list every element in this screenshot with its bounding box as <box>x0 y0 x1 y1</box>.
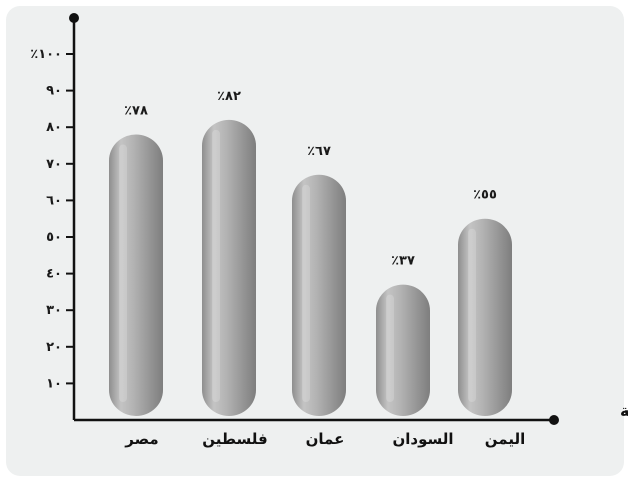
bar <box>202 119 256 416</box>
category-label: اليمن <box>485 430 525 448</box>
y-tick-label: ٩٠ <box>46 84 62 99</box>
bar-highlight <box>119 144 127 402</box>
bars-group <box>109 119 512 416</box>
bar-highlight <box>386 294 394 402</box>
bar-value-label: ٪٧٨ <box>124 104 148 119</box>
category-label: السودان <box>392 430 453 448</box>
y-tick-label: ٦٠ <box>46 193 62 208</box>
category-label: مصر <box>124 430 158 448</box>
y-tick-label: ٢٠ <box>46 340 62 355</box>
y-tick-label: ٨٠ <box>46 120 62 135</box>
bar-value-label: ٪٥٥ <box>473 188 497 203</box>
bar <box>292 174 346 416</box>
y-tick-label: ٣٠ <box>46 303 62 318</box>
bar <box>458 218 512 416</box>
bar-highlight <box>212 129 220 402</box>
x-axis-title: الدولة <box>620 401 628 420</box>
y-tick-label: ٧٠ <box>46 157 62 172</box>
category-label: فلسطين <box>202 430 267 448</box>
y-tick-label: ١٠ <box>46 376 62 391</box>
bar-value-label: ٪٣٧ <box>391 254 415 269</box>
bar <box>109 134 163 416</box>
bar-highlight <box>302 184 310 402</box>
value-labels-group: ٪٧٨ ٪٨٢ ٪٦٧ ٪٣٧ ٪٥٥ <box>124 89 497 269</box>
category-labels-group: مصر فلسطين عمان السودان اليمن <box>124 430 525 448</box>
y-tick-label: ٤٠ <box>46 267 62 282</box>
y-tick-label: ٪١٠٠ <box>30 47 62 62</box>
category-label: عمان <box>306 430 345 448</box>
x-axis-end-dot <box>549 415 559 425</box>
y-axis-end-dot <box>69 13 79 23</box>
bar-highlight <box>468 228 476 402</box>
bar-value-label: ٪٨٢ <box>217 89 241 104</box>
bar-value-label: ٪٦٧ <box>307 144 331 159</box>
y-tick-label: ٥٠ <box>46 230 62 245</box>
bar <box>376 284 430 416</box>
y-ticks-group: ١٠ ٢٠ ٣٠ ٤٠ ٥٠ ٦٠ ٧٠ ٨٠ ٩٠ ٪١٠٠ <box>30 47 74 391</box>
